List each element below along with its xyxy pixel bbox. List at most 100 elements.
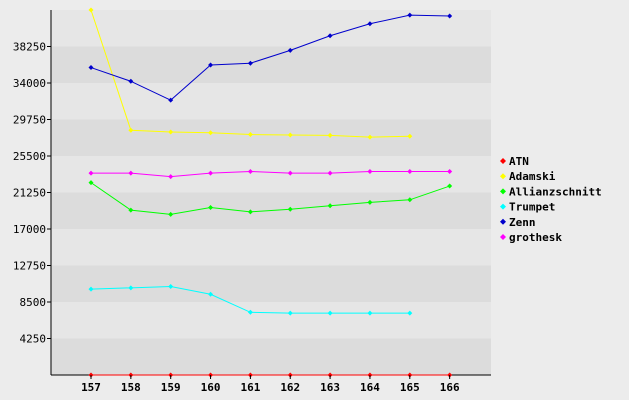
- data-point: [287, 132, 293, 138]
- y-tick-label: 12750: [13, 260, 46, 273]
- data-point: [128, 127, 134, 133]
- data-point: [88, 286, 94, 292]
- plot-band: [51, 46, 491, 83]
- data-point: [247, 168, 253, 174]
- legend-label: Allianzschnitt: [509, 185, 602, 198]
- series-trumpet: [88, 284, 413, 316]
- data-point: [168, 284, 174, 290]
- data-point: [208, 291, 214, 297]
- legend-item-zenn: Zenn: [500, 216, 536, 229]
- data-point: [327, 33, 333, 39]
- data-point: [128, 207, 134, 213]
- data-point: [407, 133, 413, 139]
- series-line-allianzschnitt: [90, 182, 450, 215]
- data-point: [247, 209, 253, 215]
- data-point: [287, 206, 293, 212]
- data-point: [407, 12, 413, 18]
- data-point: [367, 21, 373, 27]
- data-point: [247, 309, 253, 315]
- legend-label: Zenn: [509, 216, 536, 229]
- data-point: [367, 168, 373, 174]
- data-point: [407, 310, 413, 316]
- data-point: [447, 168, 453, 174]
- legend-marker: [500, 158, 506, 164]
- legend: ATN Adamski Allianzschnitt Trumpet Zenn groth…: [500, 155, 602, 244]
- data-point: [407, 168, 413, 174]
- data-point: [447, 13, 453, 19]
- plot-band: [51, 10, 491, 47]
- legend-marker: [500, 173, 506, 180]
- plot-band: [51, 156, 491, 193]
- y-tick-label: 21250: [13, 187, 46, 200]
- data-point: [287, 47, 293, 53]
- x-axis-ticks: 157 158 159 160 161 162 163 164 165 166: [81, 375, 460, 394]
- data-point: [128, 170, 134, 176]
- data-point: [327, 203, 333, 209]
- legend-label: Adamski: [509, 170, 556, 183]
- series-zenn: [88, 12, 453, 103]
- x-tick-label: 163: [320, 381, 340, 394]
- data-point: [407, 197, 413, 203]
- y-tick-label: 34000: [13, 77, 46, 90]
- data-point: [88, 180, 94, 186]
- x-tick-label: 162: [280, 381, 300, 394]
- data-point: [327, 170, 333, 176]
- legend-marker: [500, 218, 506, 225]
- plot-band: [51, 302, 491, 339]
- y-tick-label: 25500: [13, 150, 46, 163]
- plot-band: [51, 338, 491, 375]
- x-tick-label: 159: [161, 381, 181, 394]
- data-point: [168, 211, 174, 217]
- plot-band: [51, 265, 491, 302]
- series-line-zenn: [90, 14, 450, 101]
- data-point: [168, 97, 174, 103]
- data-point: [247, 132, 253, 138]
- data-point: [287, 170, 293, 176]
- plot-band: [51, 83, 491, 120]
- data-point: [88, 170, 94, 176]
- x-tick-label: 160: [201, 381, 221, 394]
- series-grothesk: [88, 168, 453, 180]
- data-point: [367, 134, 373, 140]
- x-tick-label: 164: [360, 381, 380, 394]
- legend-label: ATN: [509, 155, 529, 168]
- series-adamski: [88, 7, 413, 140]
- legend-item-trumpet: Trumpet: [500, 201, 555, 214]
- data-point: [247, 60, 253, 66]
- data-point: [88, 7, 94, 13]
- plot-background-bands: [51, 10, 491, 375]
- data-point: [367, 199, 373, 205]
- x-tick-label: 166: [440, 381, 460, 394]
- y-tick-label: 8500: [20, 296, 47, 309]
- legend-marker: [500, 203, 506, 210]
- x-tick-label: 157: [81, 381, 101, 394]
- data-point: [128, 78, 134, 84]
- series-line-grothesk: [91, 170, 450, 178]
- data-point: [168, 174, 174, 180]
- data-point: [208, 205, 214, 211]
- legend-marker: [500, 188, 506, 195]
- x-tick-label: 161: [240, 381, 260, 394]
- y-tick-label: 38250: [13, 41, 46, 54]
- data-point: [128, 285, 134, 291]
- y-axis-ticks: 4250 8500 12750 17000 21250 25500 29750 34000 38…: [13, 41, 51, 346]
- data-point: [327, 310, 333, 316]
- data-point: [327, 132, 333, 138]
- y-tick-label: 29750: [13, 114, 46, 127]
- data-point: [447, 183, 453, 189]
- data-point: [168, 129, 174, 135]
- x-tick-label: 158: [121, 381, 141, 394]
- legend-item-adamski: Adamski: [500, 170, 556, 183]
- plot-band: [51, 229, 491, 266]
- legend-label: Trumpet: [509, 201, 555, 214]
- data-point: [287, 310, 293, 316]
- x-tick-label: 165: [400, 381, 420, 394]
- legend-item-allianzschnitt: Allianzschnitt: [500, 185, 602, 198]
- y-tick-label: 17000: [13, 223, 46, 236]
- series-layer: [88, 7, 453, 378]
- data-point: [208, 62, 214, 68]
- data-point: [208, 170, 214, 176]
- y-tick-label: 4250: [20, 333, 47, 346]
